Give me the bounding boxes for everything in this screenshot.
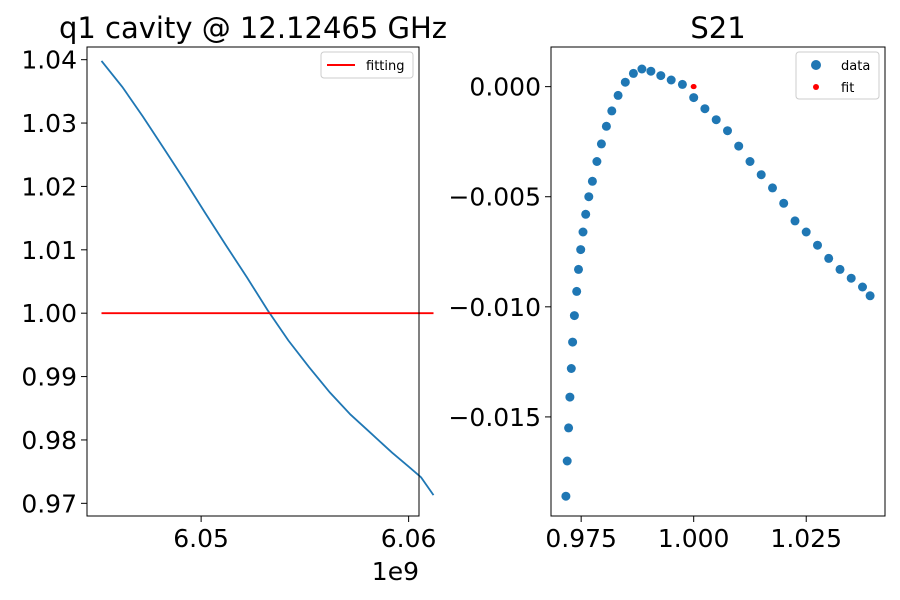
chart-right-series-data-point <box>646 66 656 76</box>
chart-right-y-tick-label: 0.000 <box>469 73 541 102</box>
chart-right-series-data-point <box>711 115 721 125</box>
chart-right-series-data-point <box>565 392 575 402</box>
chart-right-legend-swatch-data <box>811 60 821 70</box>
chart-left-title: q1 cavity @ 12.12465 GHz <box>59 11 447 45</box>
chart-right-title: S21 <box>690 11 745 45</box>
chart-right-series-data-point <box>723 126 732 136</box>
chart-right-series-data-point <box>689 93 699 103</box>
chart-right-ticks: 0.975 1.000 1.025 0.000 −0.005 −0.010 −0.015 <box>448 73 842 553</box>
chart-left-y-tick-label: 1.03 <box>21 109 77 138</box>
chart-left: q1 cavity @ 12.12465 GHz 6.05 6.06 0.97 0.9… <box>21 11 447 586</box>
chart-right-series-data-point <box>587 176 597 186</box>
chart-right-series-data-point <box>756 170 766 180</box>
chart-right-series-data-point <box>858 282 867 292</box>
chart-left-y-tick-label: 1.02 <box>21 172 77 201</box>
chart-left-legend-label-fitting: fitting <box>366 59 405 74</box>
chart-right-series-data-point <box>592 157 602 166</box>
chart-right-series-data-point <box>569 311 579 321</box>
chart-right-series-data-point <box>768 183 777 193</box>
chart-right-series-data-point <box>596 139 606 149</box>
chart-right-series-data-point <box>779 198 789 208</box>
chart-right-frame <box>550 46 886 517</box>
chart-right-series-data-point <box>581 209 591 219</box>
chart-right-series-data-point <box>607 106 617 116</box>
chart-right-series-data-point <box>824 253 834 263</box>
chart-right-series-data-point <box>801 227 811 237</box>
chart-right-series-data-point <box>578 227 588 237</box>
chart-right-series-data-point <box>572 286 582 296</box>
chart-right-series-data-point <box>700 104 710 114</box>
chart-left-y-tick-label: 0.99 <box>21 363 77 392</box>
chart-left-x-tick-label: 6.05 <box>173 524 229 553</box>
chart-right-series-data-point <box>566 364 576 373</box>
chart-right-legend: data fit <box>795 51 880 100</box>
chart-left-legend-box <box>320 51 414 79</box>
chart-right-legend-swatch-fit <box>813 84 819 90</box>
chart-right: S21 0.975 1.000 1.025 0.000 −0.005 −0.010 −0.0… <box>448 11 886 553</box>
chart-right-series-data-point <box>620 77 630 87</box>
chart-left-series-data-line <box>100 60 435 496</box>
chart-left-y-tick-label: 1.04 <box>21 46 77 75</box>
chart-right-series-data-point <box>677 79 687 89</box>
chart-left-ticks: 6.05 6.06 0.97 0.98 0.99 1.00 1.01 1.02 1.03 1.04 <box>21 46 436 553</box>
chart-right-plot-area <box>561 64 875 501</box>
chart-right-y-tick-label: −0.015 <box>448 403 541 432</box>
chart-right-y-tick-label: −0.005 <box>448 183 541 212</box>
chart-right-series-data-point <box>568 337 578 347</box>
chart-right-series-data-point <box>576 245 586 255</box>
chart-left-y-tick-label: 0.97 <box>21 489 77 518</box>
chart-right-series-fit-point <box>690 84 696 90</box>
chart-left-x-offset-text: 1e9 <box>372 557 419 586</box>
chart-left-x-tick-label: 6.06 <box>381 524 437 553</box>
chart-right-series-data-point <box>628 68 638 78</box>
chart-right-series-data-point <box>790 216 800 226</box>
chart-right-series-data-point <box>637 64 647 74</box>
chart-right-legend-label-data: data <box>841 59 870 74</box>
chart-right-series-data-point <box>584 192 594 202</box>
chart-left-y-tick-label: 1.01 <box>21 236 77 265</box>
chart-right-series-data-point <box>846 273 856 283</box>
chart-right-series-data-point <box>564 423 574 433</box>
chart-left-y-tick-label: 0.98 <box>21 426 77 455</box>
chart-right-series-data-point <box>745 157 755 166</box>
chart-right-series-data-point <box>562 456 572 466</box>
chart-left-y-tick-label: 1.00 <box>21 299 77 328</box>
chart-right-y-tick-label: −0.010 <box>448 293 541 322</box>
chart-right-series-data-point <box>865 291 875 301</box>
chart-right-series-data-point <box>734 141 744 151</box>
chart-right-series-data-point <box>656 71 666 81</box>
chart-right-series-data-point <box>601 121 611 131</box>
chart-right-x-tick-label: 1.000 <box>658 524 730 553</box>
chart-right-series-data-point <box>666 75 676 85</box>
chart-right-legend-label-fit: fit <box>841 81 854 96</box>
chart-right-x-tick-label: 1.025 <box>770 524 842 553</box>
chart-right-series-data-point <box>813 240 822 250</box>
chart-left-frame <box>86 46 420 517</box>
chart-left-plot-area <box>100 60 435 496</box>
chart-right-series-data-point <box>561 491 571 501</box>
chart-right-series-data-point <box>613 90 623 100</box>
chart-right-series-data-point <box>574 264 583 274</box>
chart-right-x-tick-label: 0.975 <box>545 524 617 553</box>
chart-left-legend: fitting <box>320 51 414 79</box>
chart-right-series-data-point <box>835 264 845 274</box>
